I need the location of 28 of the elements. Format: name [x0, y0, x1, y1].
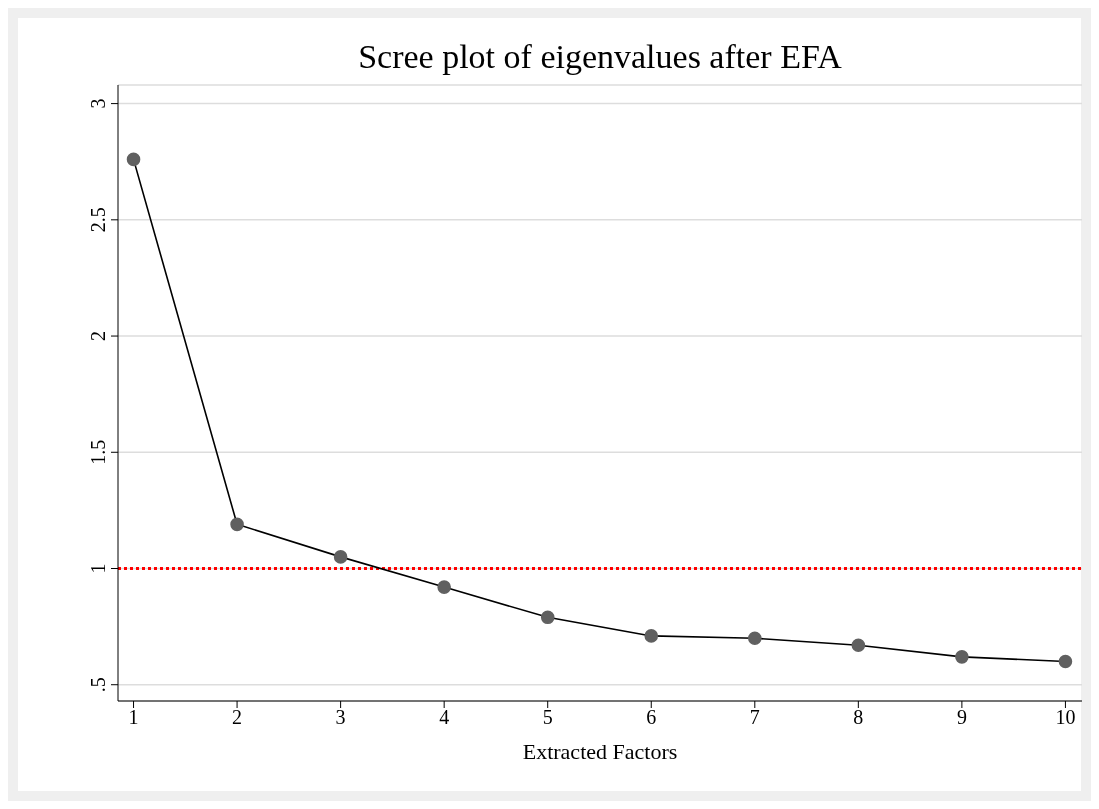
point — [540, 610, 555, 625]
point — [333, 550, 348, 564]
y-tick-label: 2 — [87, 331, 109, 342]
x-tick-label: 7 — [749, 706, 760, 729]
x-tick-label: 3 — [335, 706, 346, 729]
point — [126, 152, 141, 167]
x-tick-label: 2 — [232, 706, 243, 729]
x-tick-label: 4 — [439, 706, 450, 729]
x-tick-label: 1 — [128, 706, 139, 729]
x-axis-title: Extracted Factors — [522, 739, 678, 764]
point — [437, 580, 451, 594]
point — [644, 629, 659, 643]
x-tick-label: 6 — [646, 706, 657, 729]
y-tick-label: .5 — [87, 677, 109, 693]
y-tick-label: 1.5 — [87, 439, 109, 465]
chart-title: Scree plot of eigenvalues after EFA — [357, 38, 843, 76]
y-tick-label: 3 — [87, 98, 109, 109]
point — [955, 650, 969, 664]
point — [748, 631, 762, 646]
x-tick-label: 9 — [956, 706, 967, 729]
point — [230, 517, 244, 532]
point — [1058, 654, 1073, 669]
x-tick-label: 5 — [542, 706, 553, 729]
x-tick-label: 10 — [1055, 706, 1076, 729]
y-tick-label: 2.5 — [87, 207, 109, 233]
point — [851, 638, 866, 653]
x-tick-label: 8 — [853, 706, 864, 729]
y-tick-label: 1 — [87, 563, 109, 574]
